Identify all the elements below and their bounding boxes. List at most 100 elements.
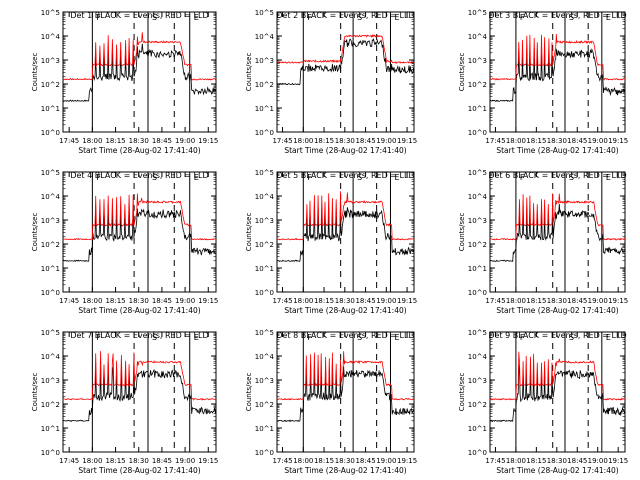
x-tick-label: 18:15: [526, 137, 546, 145]
x-tick-label: 19:00: [376, 137, 396, 145]
series-events-line: [490, 203, 626, 263]
plot-frame: [62, 11, 217, 133]
panel-title: Det 8 BLACK = Events, RED = LLD: [276, 331, 414, 340]
y-axis-label: Counts/sec: [245, 53, 253, 92]
x-tick-label: 19:00: [175, 457, 195, 465]
series-events-line: [489, 47, 626, 103]
marker-label: S: [357, 333, 362, 342]
y-tick-label: 10^0: [255, 129, 274, 137]
y-tick-label: 10^0: [255, 289, 274, 297]
y-tick-label: 10^0: [41, 289, 60, 297]
x-tick-label: 18:15: [314, 457, 334, 465]
x-tick-label: 19:15: [198, 137, 218, 145]
plot-frame: [62, 171, 217, 293]
x-axis-label: Start Time (28-Aug-02 17:41:40): [284, 466, 406, 475]
y-tick-label: 10^0: [255, 449, 274, 457]
marker-label: F: [96, 173, 101, 182]
x-axis-label: Start Time (28-Aug-02 17:41:40): [496, 306, 618, 315]
x-tick-label: 18:00: [82, 137, 102, 145]
x-tick-label: 19:00: [175, 137, 195, 145]
x-tick-label: 18:30: [129, 137, 149, 145]
x-axis-label: Start Time (28-Aug-02 17:41:40): [284, 146, 406, 155]
y-tick-label: 10^2: [255, 241, 274, 249]
panel-title: Det 5 BLACK = Events, RED = LLD: [276, 171, 414, 180]
y-tick-label: 10^5: [468, 9, 487, 17]
y-tick-label: 10^1: [255, 425, 274, 433]
marker-label: E: [194, 13, 199, 22]
x-tick-label: 18:30: [335, 297, 355, 305]
x-tick-label: 19:15: [397, 457, 417, 465]
x-tick-label: 18:45: [152, 297, 172, 305]
x-tick-label: 19:15: [397, 137, 417, 145]
series-lld-line: [489, 33, 626, 82]
y-tick-label: 10^4: [468, 353, 488, 361]
detector-panel: 10^010^110^210^310^410^517:45 18:00 18:15 1…: [458, 169, 628, 315]
x-tick-label: 18:45: [152, 457, 172, 465]
x-tick-label: 18:45: [152, 137, 172, 145]
y-tick-label: 10^4: [468, 33, 488, 41]
detector-panel: 10^010^110^210^310^410^517:45 18:00 18:15 1…: [31, 9, 218, 155]
x-tick-label: 18:30: [547, 457, 567, 465]
x-tick-label: 19:15: [608, 137, 628, 145]
x-tick-label: 18:15: [105, 137, 125, 145]
x-tick-label: 18:15: [105, 457, 125, 465]
x-tick-label: 19:00: [588, 297, 608, 305]
x-tick-label: 18:15: [526, 457, 546, 465]
series-events-line: [276, 362, 415, 422]
x-tick-label: 18:45: [567, 457, 587, 465]
detector-panel: 10^010^110^210^310^410^517:45 18:00 18:15 1…: [245, 169, 417, 315]
x-tick-label: 17:45: [59, 137, 79, 145]
y-tick-label: 10^3: [255, 57, 274, 65]
y-tick-label: 10^5: [255, 169, 274, 177]
plot-frame: [276, 11, 415, 133]
marker-label: F: [307, 173, 312, 182]
y-tick-label: 10^2: [41, 81, 60, 89]
x-tick-label: 18:00: [293, 137, 313, 145]
panel-title: Det 6 BLACK = Events, RED = LLD: [488, 171, 626, 180]
y-tick-label: 10^1: [255, 105, 274, 113]
y-tick-label: 10^3: [468, 377, 487, 385]
x-tick-label: 17:45: [59, 457, 79, 465]
marker-label: E: [606, 333, 611, 342]
x-tick-label: 18:15: [314, 137, 334, 145]
marker-label: E: [606, 13, 611, 22]
y-tick-label: 10^1: [41, 425, 60, 433]
x-axis-label: Start Time (28-Aug-02 17:41:40): [496, 466, 618, 475]
marker-label: E: [606, 173, 611, 182]
y-tick-label: 10^5: [41, 329, 60, 337]
marker-label: S: [357, 13, 362, 22]
y-tick-label: 10^2: [468, 241, 487, 249]
y-tick-label: 10^3: [41, 57, 60, 65]
marker-label: E: [194, 173, 199, 182]
x-tick-label: 19:15: [608, 297, 628, 305]
marker-label: S: [569, 13, 574, 22]
detector-panel: 10^010^110^210^310^410^517:45 18:00 18:15 1…: [245, 9, 417, 155]
panel-title: Det 2 BLACK = Events, RED = LLD: [276, 11, 414, 20]
y-tick-label: 10^4: [255, 33, 275, 41]
marker-label: E: [394, 173, 399, 182]
plot-frame: [489, 171, 626, 293]
series-lld-line: [490, 193, 626, 241]
y-tick-label: 10^2: [468, 81, 487, 89]
y-tick-label: 10^0: [41, 449, 60, 457]
y-tick-label: 10^1: [468, 105, 487, 113]
panel-title: Det 3 BLACK = Events, RED = LLD: [488, 11, 626, 20]
y-tick-label: 10^4: [41, 353, 61, 361]
panel-title: Det 7 BLACK = Events, RED = LLD: [70, 331, 208, 340]
x-axis-label: Start Time (28-Aug-02 17:41:40): [78, 466, 200, 475]
marker-label: E: [194, 333, 199, 342]
series-lld-line: [62, 32, 217, 81]
marker-label: F: [96, 333, 101, 342]
series-events-line: [62, 43, 217, 102]
detector-panel: 10^010^110^210^310^410^517:45 18:00 18:15 1…: [31, 329, 218, 475]
plot-frame: [276, 331, 415, 453]
x-tick-label: 18:30: [129, 297, 149, 305]
x-tick-label: 19:00: [376, 297, 396, 305]
series-lld-line: [276, 191, 415, 241]
plot-frame: [62, 331, 217, 453]
y-tick-label: 10^5: [41, 9, 60, 17]
series-events-line: [62, 362, 217, 423]
y-tick-label: 10^5: [468, 169, 487, 177]
marker-label: S: [152, 13, 157, 22]
